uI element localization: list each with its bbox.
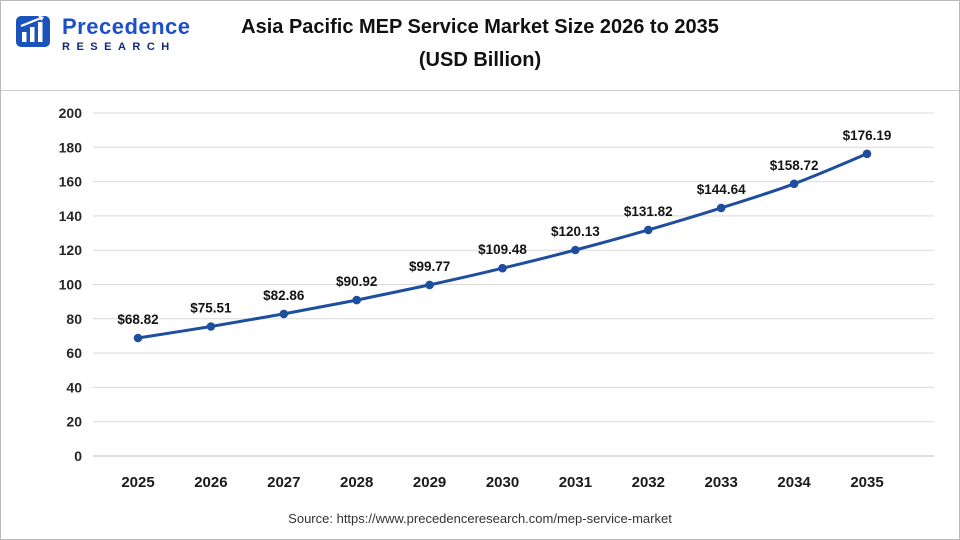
x-tick-label: 2026 xyxy=(194,474,227,491)
data-point-label: $158.72 xyxy=(770,158,819,173)
data-point-label: $144.64 xyxy=(697,182,746,197)
chart-title-line2: (USD Billion) xyxy=(418,49,542,71)
x-tick-label: 2033 xyxy=(705,474,738,491)
data-point-label: $90.92 xyxy=(336,274,377,289)
y-tick-label: 60 xyxy=(66,345,82,361)
data-point-label: $131.82 xyxy=(624,204,673,219)
data-point-marker xyxy=(206,322,216,331)
y-tick-label: 20 xyxy=(66,414,82,430)
y-tick-label: 80 xyxy=(66,311,82,327)
data-point-marker xyxy=(644,225,653,235)
precedence-research-logo: Precedence RESEARCH xyxy=(15,13,191,54)
y-tick-label: 160 xyxy=(59,174,83,190)
source-text: Source: https://www.precedenceresearch.c… xyxy=(288,511,672,526)
x-tick-label: 2027 xyxy=(267,474,300,491)
header: Precedence RESEARCH Asia Pacific MEP Ser… xyxy=(1,1,959,90)
data-point-label: $176.19 xyxy=(843,128,892,143)
logo-text: Precedence RESEARCH xyxy=(62,13,191,54)
x-tick-label: 2035 xyxy=(850,474,883,491)
bar-chart-logo-icon xyxy=(16,15,50,47)
header-divider xyxy=(1,90,959,91)
chart-title: Asia Pacific MEP Service Market Size 202… xyxy=(1,11,959,77)
data-point-marker xyxy=(498,263,507,273)
data-point-marker xyxy=(862,149,872,159)
data-point-marker xyxy=(571,245,580,255)
y-tick-label: 0 xyxy=(74,448,82,464)
y-tick-label: 120 xyxy=(59,242,83,258)
x-tick-label: 2031 xyxy=(559,474,592,491)
x-tick-label: 2030 xyxy=(486,474,519,491)
line-chart: 0 20 40 60 80 100 120 140 160 180 200 2025 2026 2027 2… xyxy=(59,105,934,491)
y-tick-label: 180 xyxy=(59,139,83,155)
data-point-marker xyxy=(425,280,434,290)
data-point-marker xyxy=(352,295,362,305)
x-tick-label: 2034 xyxy=(777,474,811,491)
data-point-label: $109.48 xyxy=(478,242,527,257)
y-tick-label: 200 xyxy=(59,105,83,121)
data-point-marker xyxy=(789,179,799,189)
data-point-label: $82.86 xyxy=(263,288,305,303)
y-tick-label: 40 xyxy=(66,379,82,395)
logo-brand-name: Precedence xyxy=(62,14,191,39)
data-point-label: $75.51 xyxy=(190,301,232,316)
x-tick-label: 2032 xyxy=(632,474,665,491)
y-tick-label: 100 xyxy=(59,277,83,293)
x-tick-label: 2028 xyxy=(340,474,373,491)
data-point-label: $68.82 xyxy=(117,312,158,327)
x-tick-label: 2025 xyxy=(121,474,154,491)
y-tick-label: 140 xyxy=(59,208,83,224)
x-tick-label: 2029 xyxy=(413,474,446,491)
data-point-label: $99.77 xyxy=(409,259,450,274)
logo-brand-subtitle: RESEARCH xyxy=(62,41,176,54)
chart-title-line1: Asia Pacific MEP Service Market Size 202… xyxy=(241,16,719,38)
data-point-marker xyxy=(716,203,726,213)
data-point-marker xyxy=(279,309,289,319)
data-point-marker xyxy=(133,333,143,343)
data-point-label: $120.13 xyxy=(551,224,600,239)
